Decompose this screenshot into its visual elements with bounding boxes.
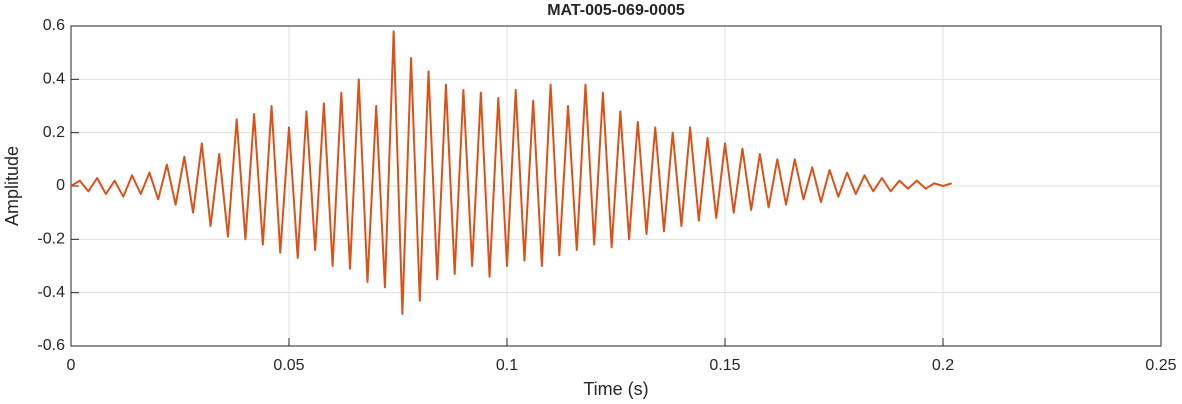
x-tick-label: 0.25 xyxy=(1145,357,1176,374)
x-tick-label: 0.2 xyxy=(932,357,954,374)
x-tick-label: 0.1 xyxy=(496,357,518,374)
y-tick-label: -0.2 xyxy=(37,231,65,248)
y-axis-label: Amplitude xyxy=(2,146,22,226)
y-tick-label: 0.4 xyxy=(43,71,65,88)
x-axis-label: Time (s) xyxy=(583,379,648,399)
y-tick-label: -0.6 xyxy=(37,337,65,354)
line-series xyxy=(70,30,953,315)
y-tick-label: 0.2 xyxy=(43,124,65,141)
y-tick-label: -0.4 xyxy=(37,284,65,301)
chart-title: MAT-005-069-0005 xyxy=(547,2,685,19)
y-tick-label: 0 xyxy=(56,177,65,194)
x-tick-label: 0.15 xyxy=(709,357,740,374)
x-tick-label: 0.05 xyxy=(273,357,304,374)
y-tick-label: 0.6 xyxy=(43,17,65,34)
x-tick-label: 0 xyxy=(67,357,76,374)
